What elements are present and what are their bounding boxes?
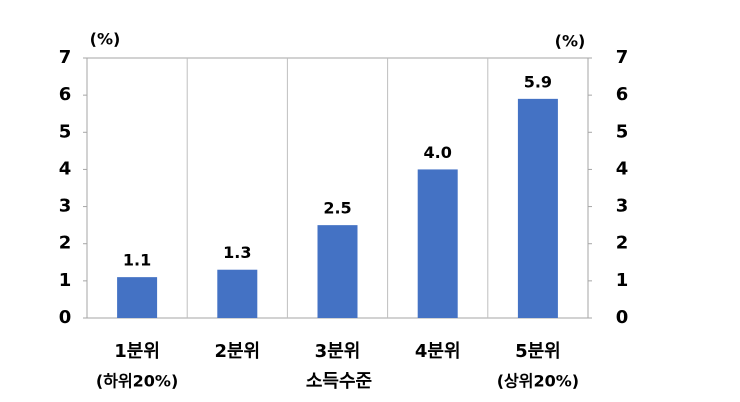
y-tick-label: 0: [59, 307, 72, 328]
y-tick-label: 6: [59, 84, 72, 105]
y-tick-label: 5: [59, 121, 72, 142]
x-axis-label: 소득수준: [306, 371, 372, 392]
y2-tick-label: 6: [616, 84, 629, 105]
value-label: 4.0: [424, 143, 452, 162]
y2-tick-label: 5: [616, 121, 629, 142]
y2-tick-label: 3: [616, 196, 629, 217]
y-unit: (%): [90, 30, 121, 49]
x-tick-label: 5분위: [515, 341, 561, 362]
bar: [217, 269, 258, 318]
x-tick-label: 1분위: [114, 341, 160, 362]
y2-tick-label: 4: [616, 158, 629, 179]
bar: [317, 225, 358, 318]
y2-tick-label: 1: [616, 270, 629, 291]
y2-tick-label: 0: [616, 307, 629, 328]
bar: [517, 98, 558, 318]
x-tick-label: (하위20%): [96, 372, 178, 391]
bar: [117, 277, 158, 318]
y-tick-label: 1: [59, 270, 72, 291]
y-tick-label: 7: [59, 47, 72, 68]
value-label: 2.5: [323, 199, 351, 218]
y-tick-label: 2: [59, 233, 72, 254]
value-label: 1.1: [123, 251, 151, 270]
y2-unit: (%): [555, 32, 586, 51]
value-label: 1.3: [223, 243, 251, 262]
y-tick-label: 3: [59, 196, 72, 217]
x-tick-label: (상위20%): [497, 372, 579, 391]
value-label: 5.9: [524, 72, 552, 91]
y2-tick-label: 2: [616, 233, 629, 254]
y2-tick-label: 7: [616, 47, 629, 68]
x-tick-label: 4분위: [415, 341, 461, 362]
x-tick-label: 2분위: [214, 341, 260, 362]
x-tick-label: 3분위: [315, 341, 361, 362]
bar: [417, 169, 458, 318]
y-tick-label: 4: [59, 158, 72, 179]
